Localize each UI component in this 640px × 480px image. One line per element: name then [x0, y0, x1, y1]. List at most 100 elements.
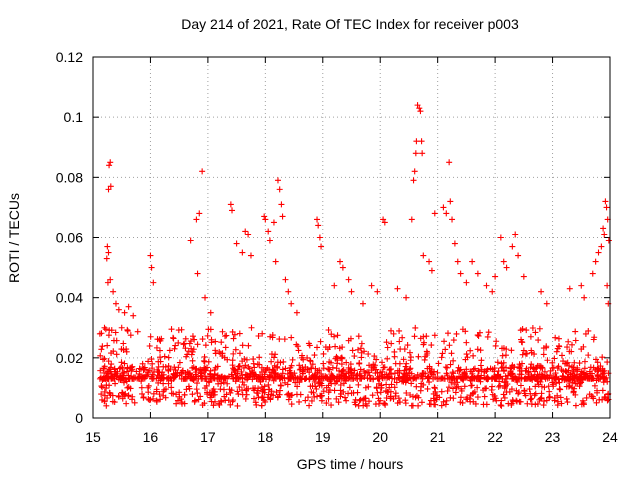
data-point	[391, 376, 398, 383]
data-point	[536, 325, 543, 332]
data-point	[566, 285, 573, 292]
data-point	[107, 276, 114, 283]
data-point	[105, 375, 112, 382]
data-point	[118, 359, 125, 366]
data-point	[134, 328, 141, 335]
data-point	[176, 372, 183, 379]
data-point	[328, 402, 335, 409]
data-point	[547, 367, 554, 374]
data-point	[523, 327, 530, 334]
data-point	[102, 326, 109, 333]
data-points	[96, 102, 612, 409]
data-point	[296, 379, 303, 386]
data-point	[202, 294, 209, 301]
data-point	[317, 392, 324, 399]
data-point	[185, 370, 192, 377]
data-point	[404, 342, 411, 349]
data-point	[527, 396, 534, 403]
data-point	[451, 240, 458, 247]
data-point	[399, 334, 406, 341]
data-point	[590, 336, 597, 343]
data-point	[540, 373, 547, 380]
data-point	[192, 397, 199, 404]
data-point	[111, 365, 118, 372]
data-point	[451, 381, 458, 388]
y-tick-label: 0.12	[56, 49, 83, 65]
data-point	[165, 374, 172, 381]
data-point	[314, 216, 321, 223]
data-point	[179, 400, 186, 407]
data-point	[289, 391, 296, 398]
data-point	[537, 395, 544, 402]
x-tick-label: 15	[85, 429, 101, 445]
data-point	[576, 375, 583, 382]
data-point	[203, 382, 210, 389]
data-point	[438, 354, 445, 361]
data-point	[233, 240, 240, 247]
data-point	[262, 367, 269, 374]
data-point	[500, 258, 507, 265]
data-point	[224, 356, 231, 363]
data-point	[447, 198, 454, 205]
data-point	[144, 371, 151, 378]
data-point	[402, 363, 409, 370]
data-point	[371, 353, 378, 360]
data-point	[463, 279, 470, 286]
data-point	[99, 396, 106, 403]
data-point	[598, 243, 605, 250]
data-point	[387, 395, 394, 402]
data-point	[538, 374, 545, 381]
data-point	[337, 387, 344, 394]
data-point	[178, 396, 185, 403]
data-point	[176, 389, 183, 396]
data-point	[551, 397, 558, 404]
data-point	[121, 369, 128, 376]
data-point	[477, 362, 484, 369]
data-point	[456, 367, 463, 374]
data-point	[274, 364, 281, 371]
data-point	[149, 360, 156, 367]
data-point	[250, 360, 257, 367]
data-point	[346, 384, 353, 391]
data-point	[458, 387, 465, 394]
data-point	[127, 364, 134, 371]
data-point	[139, 390, 146, 397]
data-point	[519, 325, 526, 332]
data-point	[336, 345, 343, 352]
data-point	[413, 138, 420, 145]
data-point	[408, 380, 415, 387]
data-point	[227, 389, 234, 396]
data-point	[483, 401, 490, 408]
data-point	[570, 389, 577, 396]
data-point	[497, 402, 504, 409]
data-point	[218, 373, 225, 380]
data-point	[365, 350, 372, 357]
data-point	[210, 392, 217, 399]
data-point	[230, 375, 237, 382]
data-point	[417, 387, 424, 394]
data-point	[323, 384, 330, 391]
data-point	[248, 324, 255, 331]
data-point	[296, 362, 303, 369]
data-point	[153, 398, 160, 405]
data-point	[477, 378, 484, 385]
data-point	[415, 353, 422, 360]
data-point	[257, 378, 264, 385]
data-point	[546, 393, 553, 400]
data-point	[500, 391, 507, 398]
data-point	[457, 366, 464, 373]
data-point	[402, 397, 409, 404]
data-point	[570, 368, 577, 375]
data-point	[504, 381, 511, 388]
data-point	[222, 333, 229, 340]
data-point	[239, 358, 246, 365]
data-point	[572, 402, 579, 409]
data-point	[204, 332, 211, 339]
data-point	[345, 276, 352, 283]
data-point	[428, 267, 435, 274]
data-point	[239, 249, 246, 256]
data-point	[333, 353, 340, 360]
data-point	[450, 395, 457, 402]
data-point	[568, 348, 575, 355]
data-point	[101, 388, 108, 395]
